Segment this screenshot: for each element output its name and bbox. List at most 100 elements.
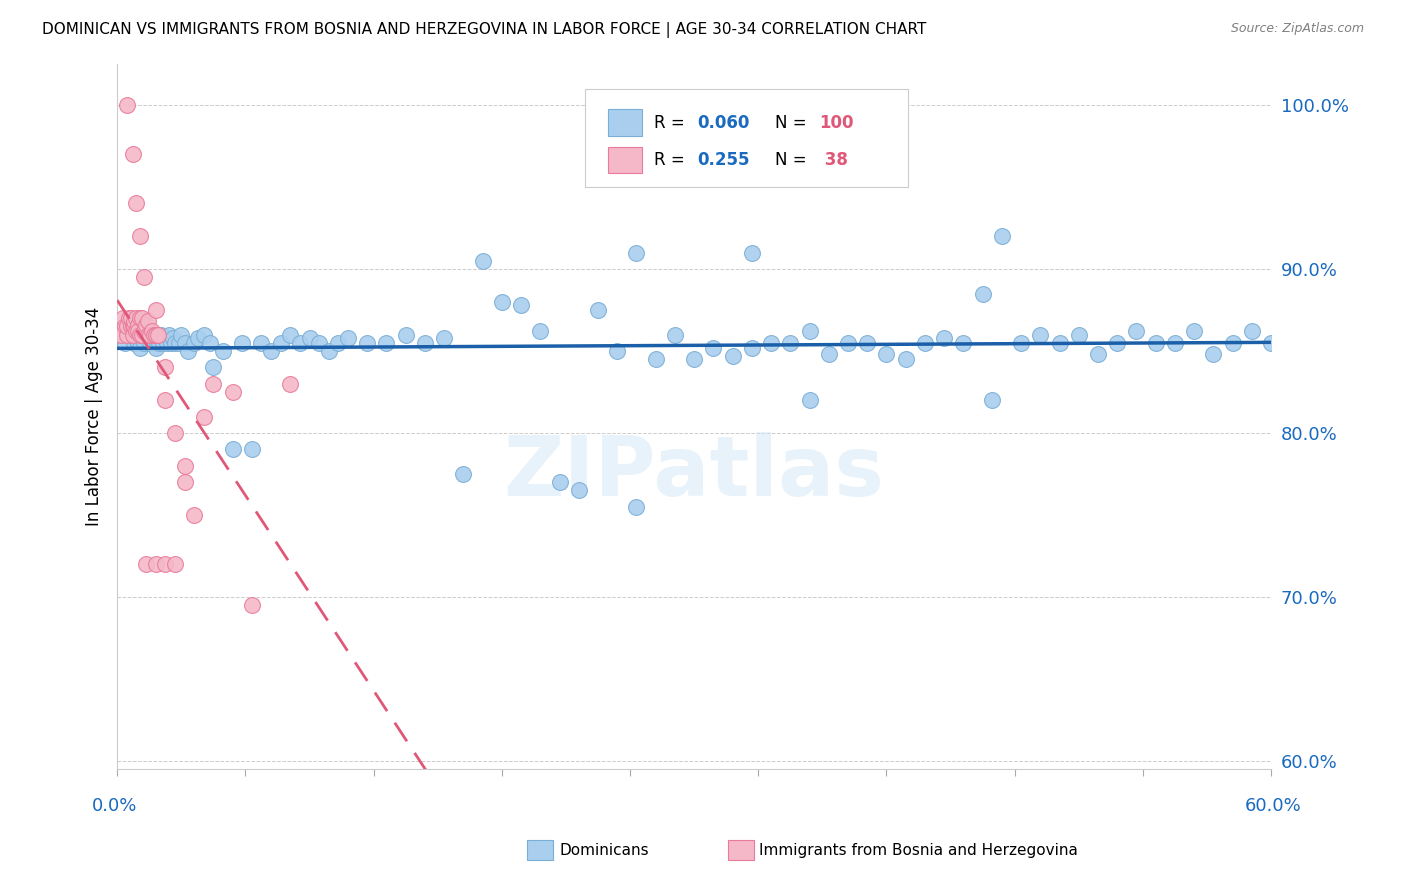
Point (721, 349, 744, 363)
Point (163, 335, 186, 350)
Point (169, 327, 191, 342)
Point (127, 318, 149, 332)
Point (1182, 324, 1205, 338)
Point (115, 327, 138, 342)
Point (308, 335, 330, 350)
FancyBboxPatch shape (585, 88, 908, 187)
Point (152, 335, 174, 350)
Point (991, 229, 1014, 244)
Point (1240, 324, 1263, 338)
Text: 0.0%: 0.0% (93, 797, 138, 815)
Point (1029, 327, 1052, 342)
Point (952, 335, 974, 350)
Point (471, 253, 494, 268)
Point (173, 475, 195, 490)
Point (626, 500, 648, 514)
Point (799, 324, 821, 338)
Text: 0.060: 0.060 (697, 113, 749, 132)
Point (136, 331, 159, 345)
Point (250, 335, 273, 350)
Point (1049, 335, 1071, 350)
Y-axis label: In Labor Force | Age 30-34: In Labor Force | Age 30-34 (86, 307, 103, 526)
Point (278, 376, 301, 391)
Point (135, 557, 157, 571)
Point (1107, 335, 1129, 350)
Point (120, 319, 142, 334)
Point (163, 425, 186, 440)
Point (240, 598, 263, 612)
Point (1202, 347, 1225, 361)
Text: R =: R = (654, 113, 690, 132)
Point (1087, 347, 1109, 361)
Point (548, 475, 571, 490)
Point (150, 327, 173, 342)
Point (202, 360, 225, 375)
Point (278, 327, 301, 342)
Point (270, 335, 292, 350)
Point (173, 335, 195, 350)
Point (491, 294, 513, 309)
Text: DOMINICAN VS IMMIGRANTS FROM BOSNIA AND HERZEGOVINA IN LABOR FORCE | AGE 30-34 C: DOMINICAN VS IMMIGRANTS FROM BOSNIA AND … (42, 22, 927, 38)
Point (131, 327, 153, 342)
Point (146, 327, 169, 342)
Point (934, 331, 956, 345)
Point (132, 270, 155, 285)
Point (132, 324, 155, 338)
Bar (607, 146, 643, 173)
Point (187, 331, 209, 345)
Text: Dominicans: Dominicans (560, 843, 650, 857)
Point (127, 324, 149, 338)
Point (136, 314, 159, 328)
Point (121, 327, 143, 342)
Point (163, 557, 186, 571)
Point (177, 343, 200, 358)
Point (799, 393, 821, 408)
Point (160, 335, 183, 350)
Point (121, 147, 143, 161)
Point (856, 335, 879, 350)
Point (139, 335, 162, 350)
Point (148, 335, 170, 350)
Point (131, 311, 153, 326)
Text: 100: 100 (818, 113, 853, 132)
Point (127, 335, 149, 350)
Point (145, 557, 167, 571)
Point (118, 311, 141, 326)
Point (115, 98, 138, 112)
Point (981, 393, 1004, 408)
Point (1164, 335, 1187, 350)
Point (606, 343, 628, 358)
Point (1125, 324, 1147, 338)
Point (193, 327, 215, 342)
Point (129, 327, 152, 342)
Point (453, 467, 475, 481)
Point (741, 341, 763, 355)
Point (198, 335, 221, 350)
Point (221, 442, 243, 457)
Point (395, 327, 418, 342)
Point (875, 347, 897, 361)
Point (121, 324, 143, 338)
Text: ZIPatlas: ZIPatlas (503, 433, 884, 514)
Point (1144, 335, 1167, 350)
Point (664, 327, 686, 342)
Text: R =: R = (654, 151, 690, 169)
Point (110, 327, 132, 342)
Point (202, 376, 225, 391)
Point (115, 319, 138, 334)
Point (114, 335, 136, 350)
Point (145, 341, 167, 355)
Point (193, 409, 215, 424)
Point (120, 311, 142, 326)
Text: 38: 38 (818, 151, 848, 169)
Point (336, 331, 359, 345)
Point (142, 335, 165, 350)
Point (231, 335, 253, 350)
Point (586, 303, 609, 318)
Point (1067, 327, 1090, 342)
Point (626, 245, 648, 260)
Point (318, 343, 340, 358)
Point (155, 557, 177, 571)
Point (142, 327, 165, 342)
Point (683, 352, 706, 367)
